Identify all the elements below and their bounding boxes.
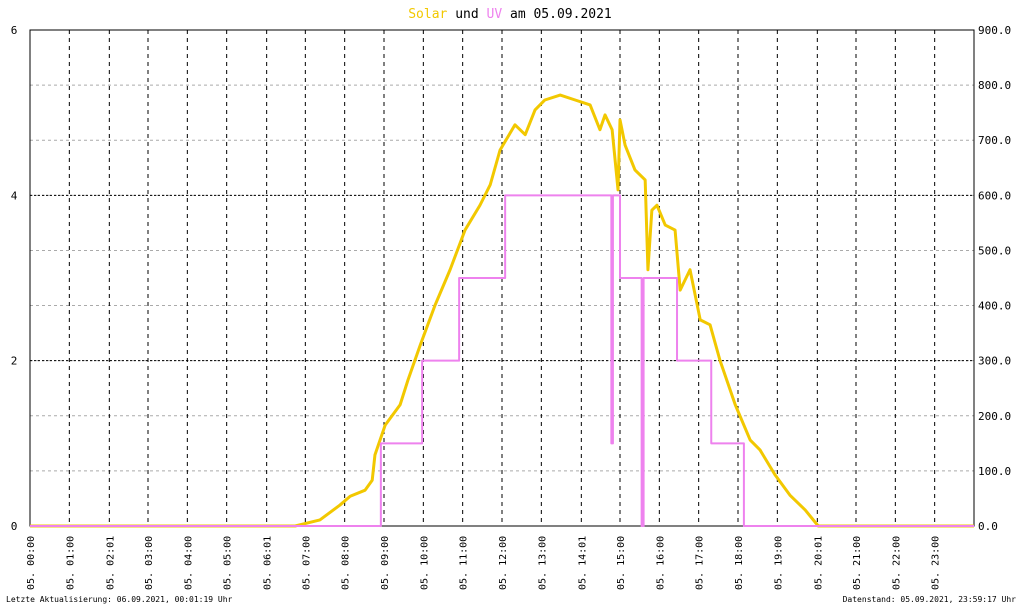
x-tick-label: 05. 20:01: [813, 536, 824, 590]
x-tick-label: 05. 11:00: [459, 536, 470, 590]
y2-tick-label: 900.0: [978, 24, 1011, 37]
x-tick-label: 05. 03:00: [144, 536, 155, 590]
x-tick-label: 05. 16:00: [655, 536, 666, 590]
y2-tick-label: 0.0: [978, 520, 998, 533]
footer-right: Datenstand: 05.09.2021, 23:59:17 Uhr: [843, 595, 1017, 604]
x-tick-label: 05. 17:00: [695, 536, 706, 590]
y-tick-label: 6: [11, 24, 18, 37]
x-tick-label: 05. 19:00: [773, 536, 784, 590]
y2-tick-label: 500.0: [978, 244, 1011, 257]
x-tick-label: 05. 23:00: [931, 536, 942, 590]
chart-title: Solar und UV am 05.09.2021: [408, 7, 612, 22]
y2-tick-label: 800.0: [978, 79, 1011, 92]
title-date: am 05.09.2021: [510, 7, 612, 22]
x-tick-label: 05. 14:01: [577, 536, 588, 590]
x-tick-label: 05. 08:00: [341, 536, 352, 590]
x-tick-label: 05. 21:00: [852, 536, 863, 590]
y2-tick-label: 600.0: [978, 189, 1011, 202]
series-line: [30, 194, 974, 527]
y2-tick-label: 100.0: [978, 465, 1011, 478]
x-tick-label: 05. 04:00: [183, 536, 194, 590]
title-uv: UV: [487, 7, 503, 22]
x-tick-label: 05. 06:01: [263, 536, 274, 590]
x-tick-label: 05. 15:00: [616, 536, 627, 590]
y2-tick-label: 400.0: [978, 300, 1011, 313]
y-tick-label: 2: [11, 355, 18, 368]
plot-border: [29, 29, 975, 527]
x-tick-label: 05. 22:00: [891, 536, 902, 590]
y2-tick-label: 700.0: [978, 134, 1011, 147]
y-tick-label: 4: [11, 189, 18, 202]
x-tick-label: 05. 07:00: [301, 536, 312, 590]
x-tick-label: 05. 02:01: [105, 536, 116, 590]
x-tick-label: 05. 00:00: [26, 536, 37, 590]
x-tick-label: 05. 12:00: [498, 536, 509, 590]
y-tick-label: 0: [11, 520, 18, 533]
x-tick-label: 05. 05:00: [223, 536, 234, 590]
x-tick-label: 05. 18:00: [734, 536, 745, 590]
x-tick-label: 05. 13:00: [537, 536, 548, 590]
series-line: [30, 93, 974, 528]
title-solar: Solar: [408, 7, 447, 22]
y2-tick-label: 200.0: [978, 410, 1011, 423]
x-tick-label: 05. 09:00: [380, 536, 391, 590]
footer-left: Letzte Aktualisierung: 06.09.2021, 00:01…: [6, 595, 233, 604]
title-connector: und: [455, 7, 478, 22]
y2-tick-label: 300.0: [978, 355, 1011, 368]
x-tick-label: 05. 01:00: [65, 536, 76, 590]
x-tick-label: 05. 10:00: [419, 536, 430, 590]
